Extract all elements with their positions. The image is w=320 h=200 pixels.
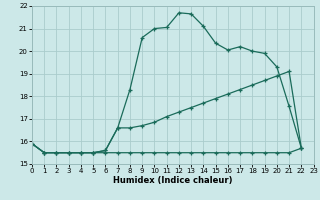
X-axis label: Humidex (Indice chaleur): Humidex (Indice chaleur) (113, 176, 233, 185)
